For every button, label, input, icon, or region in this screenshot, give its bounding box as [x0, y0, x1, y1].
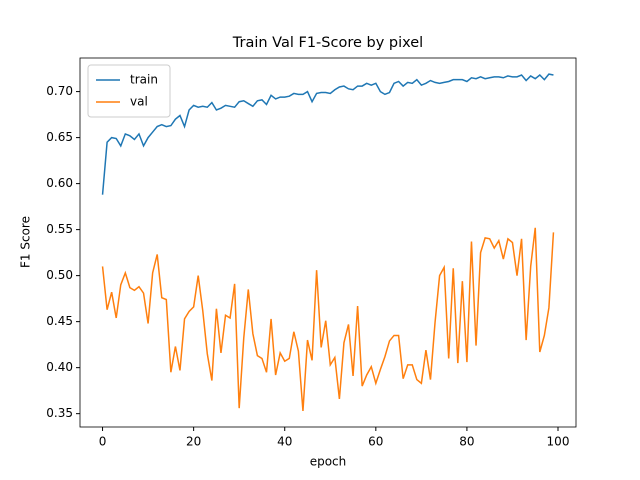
line-series [101, 73, 554, 195]
x-tick-label: 60 [368, 435, 383, 449]
x-tick-label: 40 [277, 435, 292, 449]
legend-label: train [130, 73, 158, 87]
x-axis-label: epoch [310, 455, 347, 469]
y-tick-label: 0.65 [46, 130, 73, 144]
y-tick-label: 0.35 [46, 406, 73, 420]
y-axis-label: F1 Score [19, 216, 33, 268]
y-tick-label: 0.70 [46, 84, 73, 98]
line-series [101, 227, 555, 411]
y-tick-label: 0.55 [46, 222, 73, 236]
y-tick-label: 0.60 [46, 176, 73, 190]
x-tick-label: 100 [547, 435, 570, 449]
y-tick-label: 0.50 [46, 268, 73, 282]
y-tick-label: 0.40 [46, 360, 73, 374]
x-tick-label: 20 [186, 435, 201, 449]
legend-box [87, 64, 171, 118]
legend-label: val [130, 95, 148, 109]
axes-frame [79, 57, 577, 428]
x-tick-label: 80 [459, 435, 474, 449]
x-tick-label: 0 [99, 435, 107, 449]
y-tick-label: 0.45 [46, 314, 73, 328]
chart-title: Train Val F1-Score by pixel [232, 35, 423, 51]
